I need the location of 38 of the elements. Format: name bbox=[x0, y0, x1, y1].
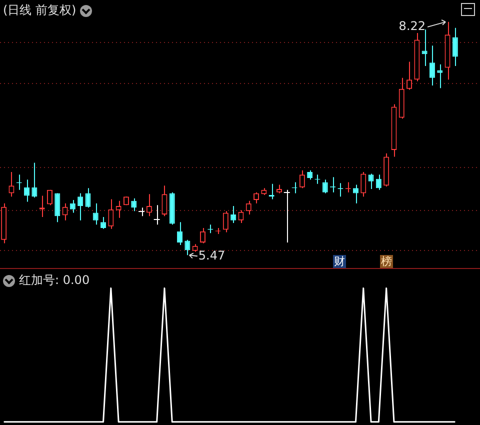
chart-title: 红加号: 0.00 bbox=[19, 272, 90, 289]
candlestick bbox=[146, 194, 152, 217]
candlestick bbox=[32, 162, 38, 198]
candlestick bbox=[360, 172, 366, 198]
annotation: 榜 bbox=[380, 255, 393, 268]
candlestick bbox=[429, 45, 435, 86]
candlestick bbox=[116, 200, 122, 218]
annotation: 5.47 bbox=[198, 248, 226, 262]
candlestick bbox=[222, 210, 228, 233]
candlestick bbox=[322, 179, 328, 194]
candlestick bbox=[131, 198, 137, 212]
candlestick bbox=[200, 228, 206, 244]
candlestick bbox=[8, 172, 14, 198]
candlestick bbox=[246, 200, 252, 215]
candlestick bbox=[78, 192, 84, 221]
candlestick bbox=[177, 222, 183, 246]
candlestick bbox=[70, 200, 76, 214]
candlestick bbox=[85, 188, 91, 208]
candlestick bbox=[108, 198, 114, 230]
candlestick bbox=[283, 189, 290, 243]
candlestick bbox=[92, 202, 98, 226]
candlestick bbox=[230, 205, 236, 224]
chart-title: (日线 前复权) bbox=[3, 2, 76, 19]
candlestick bbox=[24, 179, 30, 202]
candlestick bbox=[452, 27, 458, 67]
candlestick bbox=[352, 184, 358, 204]
annotation: 财 bbox=[333, 255, 346, 268]
candlestick bbox=[62, 202, 68, 221]
candlestick bbox=[184, 239, 190, 256]
candlestick bbox=[299, 170, 305, 189]
candlestick bbox=[376, 174, 382, 190]
candlestick bbox=[153, 204, 160, 226]
candlestick bbox=[46, 189, 52, 206]
annotation: 8.22 bbox=[398, 19, 426, 34]
candlestick bbox=[406, 61, 412, 90]
candlestick bbox=[162, 185, 168, 217]
candlestick bbox=[368, 173, 374, 190]
candlestick bbox=[54, 192, 60, 223]
